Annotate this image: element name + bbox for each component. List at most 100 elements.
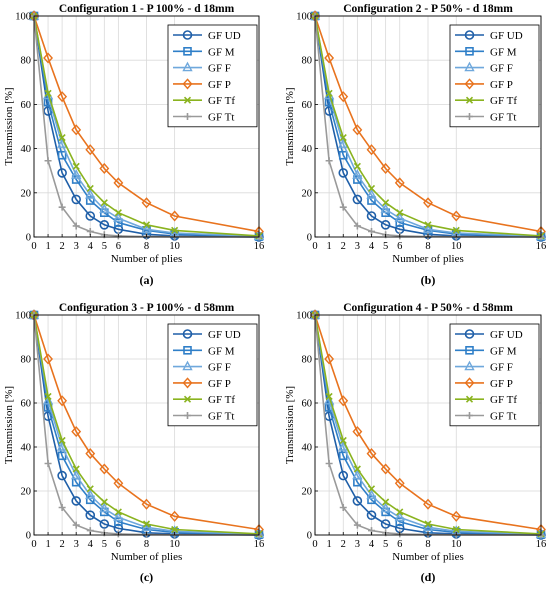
marker-sL5-p0	[184, 113, 191, 120]
y-tick-label: 0	[26, 233, 31, 244]
marker-s5-p2	[58, 504, 66, 511]
marker-s3-p7	[423, 498, 433, 510]
marker-sL0-p0	[182, 30, 193, 40]
legend-entry: GF F	[455, 360, 513, 374]
marker-s2-p5	[99, 203, 110, 214]
x-tick-label: 6	[116, 241, 121, 252]
marker-s5-p4	[86, 227, 94, 235]
legend-label: GF Tf	[490, 394, 517, 406]
x-tick-label: 8	[425, 241, 430, 252]
legend-entry: GF Tt	[173, 112, 234, 124]
marker-s2-p2	[338, 138, 349, 148]
marker-s2-p3	[352, 169, 363, 179]
x-tick-label: 1	[45, 241, 50, 252]
y-tick-label: 80	[21, 355, 32, 366]
x-tick-label: 10	[169, 241, 180, 252]
series-line	[33, 15, 260, 233]
y-tick-label: 60	[21, 100, 32, 111]
marker-s4-p6	[114, 508, 122, 516]
panel-label: (d)	[421, 570, 436, 584]
marker-s1-p6	[114, 517, 123, 527]
series-gf-tf	[30, 12, 263, 240]
y-tick-label: 80	[302, 56, 313, 67]
legend-label: GF F	[490, 63, 513, 75]
y-tick-label: 0	[26, 531, 31, 542]
x-tick-label: 8	[144, 241, 149, 252]
marker-s3-p1	[43, 353, 53, 365]
x-tick-label: 1	[45, 539, 50, 550]
x-tick-label: 4	[369, 539, 375, 550]
y-tick-label: 40	[302, 443, 313, 454]
marker-s3-p3	[71, 124, 82, 136]
legend: GF UD GF M GF F GF P GF Tf GF Tt	[167, 323, 258, 427]
marker-s2-p5	[380, 502, 391, 513]
legend-label: GF F	[208, 63, 231, 75]
series-line	[314, 15, 542, 233]
legend-label: GF Tt	[208, 411, 234, 423]
marker-s0-p3	[352, 194, 363, 205]
marker-s0-p2	[57, 168, 67, 178]
series-line	[33, 15, 260, 238]
marker-s0-p4	[85, 211, 96, 221]
marker-s4-p3	[72, 465, 80, 473]
legend-entry: GF Tf	[173, 394, 235, 406]
y-axis-label: Transmission [%]	[284, 386, 296, 464]
y-axis-label: Transmission [%]	[284, 87, 296, 165]
marker-s4-p2	[58, 133, 66, 142]
marker-s2-p6	[113, 212, 124, 222]
y-tick-label: 0	[307, 233, 312, 244]
legend: GF UD GF M GF F GF P GF Tf GF Tt	[449, 24, 540, 128]
x-tick-label: 1	[327, 241, 332, 252]
marker-s3-p7	[423, 197, 433, 209]
marker-s4-p4	[367, 184, 376, 192]
series-line	[33, 314, 260, 536]
legend-entry: GF M	[173, 46, 235, 58]
marker-s3-p1	[43, 52, 53, 64]
marker-s0-p3	[352, 496, 363, 506]
marker-s5-p2	[58, 203, 66, 211]
legend-entry: GF UD	[455, 30, 523, 42]
marker-s3-p8	[169, 510, 180, 522]
x-axis-label: Number of plies	[111, 253, 182, 265]
marker-s5-p3	[72, 521, 80, 529]
marker-s4-p1	[325, 89, 333, 97]
marker-s4-p5	[382, 199, 390, 207]
marker-s4-p8	[171, 226, 179, 234]
marker-s0-p3	[71, 496, 81, 506]
marker-s4-p6	[114, 209, 122, 217]
marker-s5-p3	[353, 222, 361, 230]
x-tick-label: 16	[254, 241, 265, 252]
marker-s1-p4	[367, 196, 376, 205]
x-tick-label: 5	[383, 539, 388, 550]
marker-sL0-p0	[182, 329, 193, 339]
series-line	[33, 15, 260, 238]
marker-s0-p5	[99, 519, 110, 529]
series-line	[314, 314, 542, 531]
marker-s5-p2	[339, 504, 347, 511]
marker-s5-p4	[368, 227, 375, 235]
panel-label: (a)	[140, 273, 154, 287]
marker-s0-p4	[366, 211, 377, 221]
legend-box	[449, 24, 540, 128]
legend-entry: GF Tf	[455, 95, 517, 107]
marker-s0-p2	[57, 470, 67, 481]
y-tick-label: 60	[21, 399, 32, 410]
series-line	[33, 314, 260, 536]
legend-label: GF Tf	[208, 394, 235, 406]
legend-label: GF UD	[490, 329, 523, 341]
marker-s3-p1	[324, 353, 335, 365]
marker-s1-p4	[85, 196, 95, 205]
marker-s4-p2	[339, 133, 347, 142]
y-axis-label: Transmission [%]	[3, 87, 15, 165]
legend-label: GF P	[490, 378, 513, 390]
y-tick-label: 60	[302, 399, 313, 410]
marker-s3-p4	[366, 448, 377, 460]
legend-entry: GF P	[173, 78, 231, 91]
marker-s4-p4	[86, 485, 94, 493]
marker-s4-p6	[396, 508, 404, 516]
marker-s3-p6	[394, 177, 405, 189]
y-tick-label: 80	[302, 355, 313, 366]
legend-box	[167, 24, 258, 128]
marker-s4-p3	[353, 465, 361, 473]
